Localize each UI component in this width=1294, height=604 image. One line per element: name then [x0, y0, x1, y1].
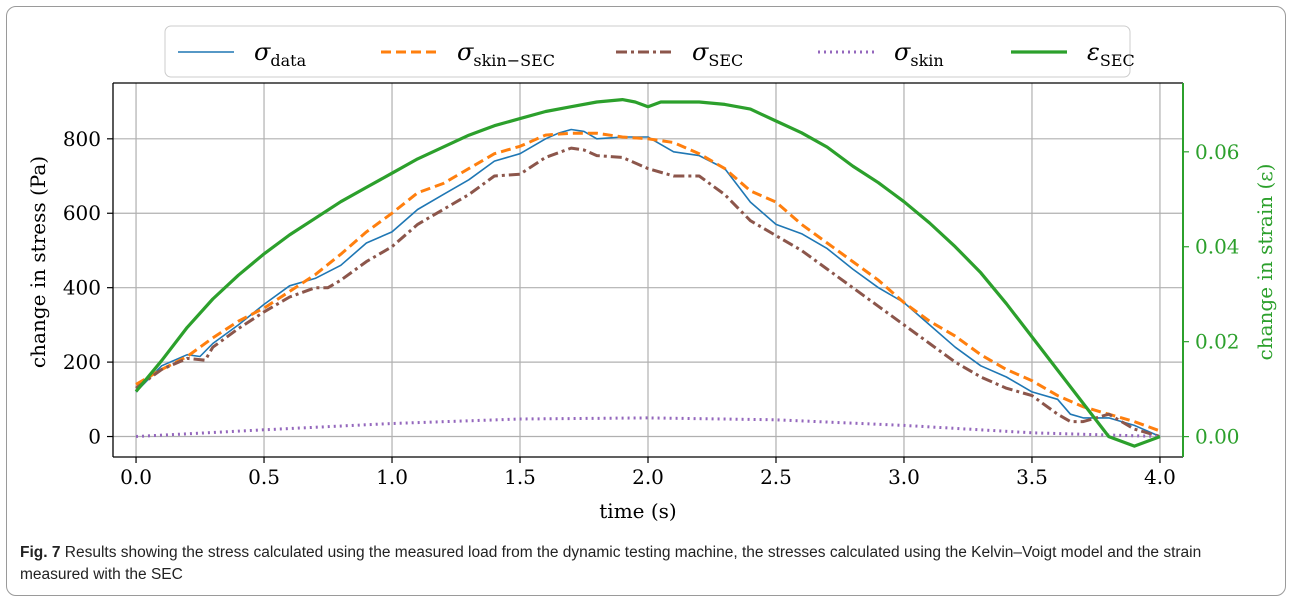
- y2-tick-label: 0.06: [1195, 140, 1240, 164]
- y-tick-label: 0: [88, 425, 101, 449]
- x-tick-label: 3.0: [888, 465, 920, 489]
- ticks: 0.0 0.5 1.0 1.5 2.0 2.5 3.0 3.5 4.0 0 200 400 600 800…: [63, 127, 1240, 489]
- x-tick-label: 1.0: [376, 465, 408, 489]
- series-line-1: [135, 131, 1161, 433]
- y-tick-label: 600: [63, 201, 101, 225]
- y2-tick-label: 0.04: [1195, 235, 1240, 259]
- y2-axis-label: change in strain (ε): [1253, 164, 1277, 361]
- x-axis-label: time (s): [599, 499, 676, 523]
- legend-label: σskin: [894, 38, 944, 70]
- y-tick-label: 200: [63, 350, 101, 374]
- caption-text: Results showing the stress calculated us…: [20, 544, 1202, 583]
- y-axis-label: change in stress (Pa): [26, 156, 50, 368]
- legend: σdata σskin−SEC σSEC σskin εSEC: [164, 25, 1135, 78]
- x-tick-label: 2.5: [760, 465, 792, 489]
- caption-label: Fig. 7: [20, 544, 61, 561]
- x-tick-label: 2.0: [632, 465, 664, 489]
- legend-label: σdata: [254, 38, 307, 70]
- series-line-2: [135, 146, 1161, 438]
- y2-tick-label: 0.02: [1195, 330, 1240, 354]
- legend-label: σskin−SEC: [457, 38, 555, 70]
- legend-label: σSEC: [692, 38, 743, 70]
- x-tick-label: 4.0: [1144, 465, 1176, 489]
- figure-caption: Fig. 7 Results showing the stress calcul…: [20, 542, 1270, 586]
- grid: [113, 83, 1183, 457]
- series-line-4: [134, 97, 1161, 448]
- y-tick-label: 400: [63, 276, 101, 300]
- chart: 0.0 0.5 1.0 1.5 2.0 2.5 3.0 3.5 4.0 0 200 400 600 800…: [26, 25, 1277, 523]
- x-tick-label: 0.5: [248, 465, 280, 489]
- y2-tick-label: 0.00: [1195, 425, 1240, 449]
- series-layer: [134, 97, 1161, 448]
- x-tick-label: 3.5: [1016, 465, 1048, 489]
- x-tick-label: 0.0: [120, 465, 152, 489]
- x-tick-label: 1.5: [504, 465, 536, 489]
- legend-label: εSEC: [1087, 38, 1135, 70]
- y-tick-label: 800: [63, 127, 101, 151]
